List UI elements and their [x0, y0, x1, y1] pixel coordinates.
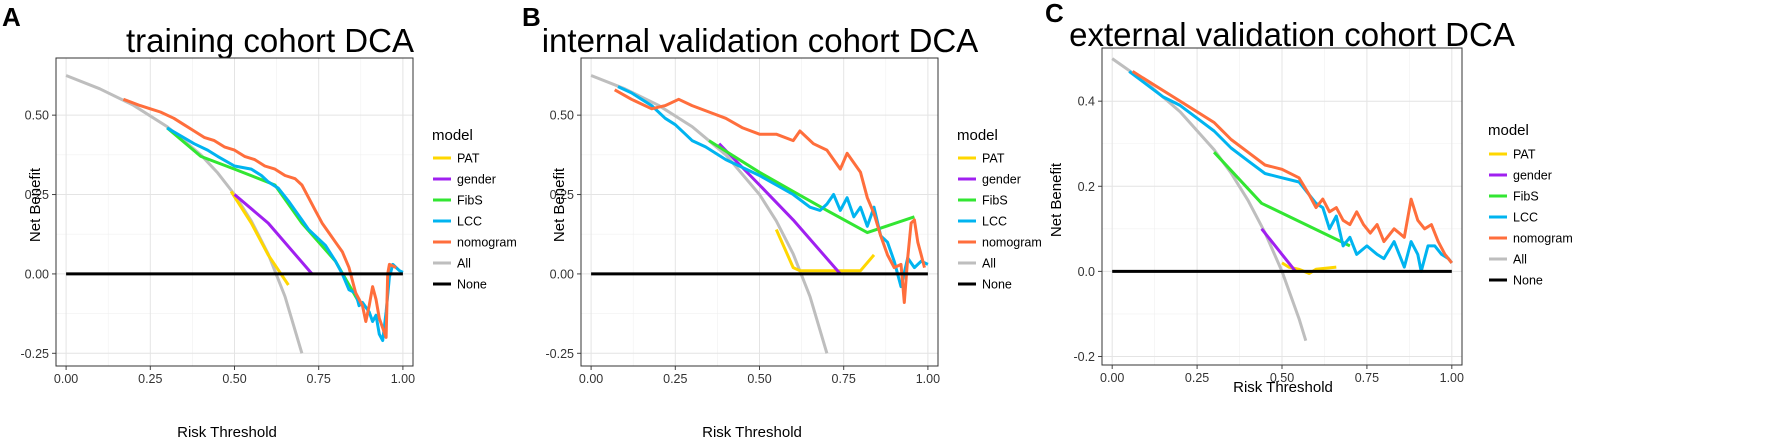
panel-c-legend-label-all: All — [1513, 253, 1527, 267]
panel-b-letter: B — [522, 2, 541, 32]
panel-a-x-axis-label: Risk Threshold — [177, 424, 277, 441]
panel-c-legend-label-none: None — [1513, 274, 1543, 288]
panel-c-y-axis-label: Net Benefit — [1048, 162, 1065, 237]
panel-b-legend-label-none: None — [982, 278, 1012, 292]
panel-c-x-tick-label: 0.00 — [1100, 371, 1124, 385]
panel-a-plot: 0.00 0.25 0.50 0.75 1.00 -0.25 0.00 0.25 0.50 — [21, 58, 416, 386]
panel-a-y-axis-label: Net Benefit — [27, 167, 44, 242]
panel-b-legend-label-lcc: LCC — [982, 215, 1007, 229]
panel-b-x-tick-label: 0.00 — [579, 372, 603, 386]
panel-a-x-tick-label: 0.75 — [307, 372, 331, 386]
panel-a-legend-label-pat: PAT — [457, 152, 480, 166]
panel-c-x-tick-label: 0.75 — [1355, 371, 1379, 385]
panel-c-x-axis-label: Risk Threshold — [1233, 379, 1333, 396]
panel-a-x-tick-label: 0.50 — [222, 372, 246, 386]
panel-b-x-tick-label: 0.75 — [832, 372, 856, 386]
panel-a-x-tick-label: 0.00 — [54, 372, 78, 386]
panel-c-letter: C — [1045, 0, 1064, 28]
panel-a-y-tick-label: 0.00 — [25, 267, 49, 281]
panel-a-y-tick-label: -0.25 — [21, 347, 50, 361]
panel-c-legend-label-fibs: FibS — [1513, 190, 1539, 204]
panel-a-legend-label-fibs: FibS — [457, 194, 483, 208]
panel-c-legend-label-gender: gender — [1513, 169, 1552, 183]
panel-c-y-tick-label: 0.0 — [1078, 265, 1095, 279]
panel-a-legend-title: model — [432, 127, 473, 144]
panel-c-y-tick-label: 0.4 — [1078, 95, 1095, 109]
panel-c-legend-label-nomogram: nomogram — [1513, 232, 1573, 246]
panel-b-legend-label-all: All — [982, 257, 996, 271]
panel-a-y-tick-label: 0.50 — [25, 109, 49, 123]
panel-b-legend-title: model — [957, 127, 998, 144]
panel-b-legend-label-pat: PAT — [982, 152, 1005, 166]
panel-b-legend-label-fibs: FibS — [982, 194, 1008, 208]
panel-b-y-axis-label: Net Benefit — [551, 167, 568, 242]
panel-b-legend-label-gender: gender — [982, 173, 1021, 187]
panel-a-letter: A — [2, 2, 21, 32]
panel-c-legend-label-pat: PAT — [1513, 148, 1536, 162]
panel-c-plot: 0.00 0.25 0.50 0.75 1.00 -0.2 0.0 0.2 0.4 — [1073, 48, 1464, 385]
panel-b-title: internal validation cohort DCA — [542, 22, 979, 59]
panel-a-legend-label-lcc: LCC — [457, 215, 482, 229]
panel-a-legend-label-all: All — [457, 257, 471, 271]
panel-b-plot: 0.00 0.25 0.50 0.75 1.00 -0.25 0.00 0.25 0.50 — [546, 58, 941, 386]
panel-c-x-tick-label: 0.25 — [1185, 371, 1209, 385]
panel-a-legend-label-none: None — [457, 278, 487, 292]
panel-b-x-tick-label: 1.00 — [916, 372, 940, 386]
panel-a-x-tick-label: 1.00 — [391, 372, 415, 386]
panel-b-x-tick-label: 0.50 — [747, 372, 771, 386]
panel-b-legend-label-nomogram: nomogram — [982, 236, 1042, 250]
panel-c-title: external validation cohort DCA — [1069, 16, 1515, 53]
panel-c-x-tick-label: 1.00 — [1440, 371, 1464, 385]
panel-c-y-tick-label: 0.2 — [1078, 180, 1095, 194]
panel-b-y-tick-label: -0.25 — [546, 347, 575, 361]
dca-figure: A training cohort DCA 0.00 0.25 0.50 0.75 1.… — [0, 0, 1777, 445]
panel-a-x-tick-label: 0.25 — [138, 372, 162, 386]
panel-c-legend-title: model — [1488, 122, 1529, 139]
panel-c-legend-label-lcc: LCC — [1513, 211, 1538, 225]
panel-a-title: training cohort DCA — [126, 22, 414, 59]
panel-b-x-tick-label: 0.25 — [663, 372, 687, 386]
panel-a-legend-label-gender: gender — [457, 173, 496, 187]
panel-b-y-tick-label: 0.50 — [550, 109, 574, 123]
panel-b-y-tick-label: 0.00 — [550, 267, 574, 281]
panel-b-x-axis-label: Risk Threshold — [702, 424, 802, 441]
panel-c-y-tick-label: -0.2 — [1073, 350, 1095, 364]
panel-a-legend-label-nomogram: nomogram — [457, 236, 517, 250]
